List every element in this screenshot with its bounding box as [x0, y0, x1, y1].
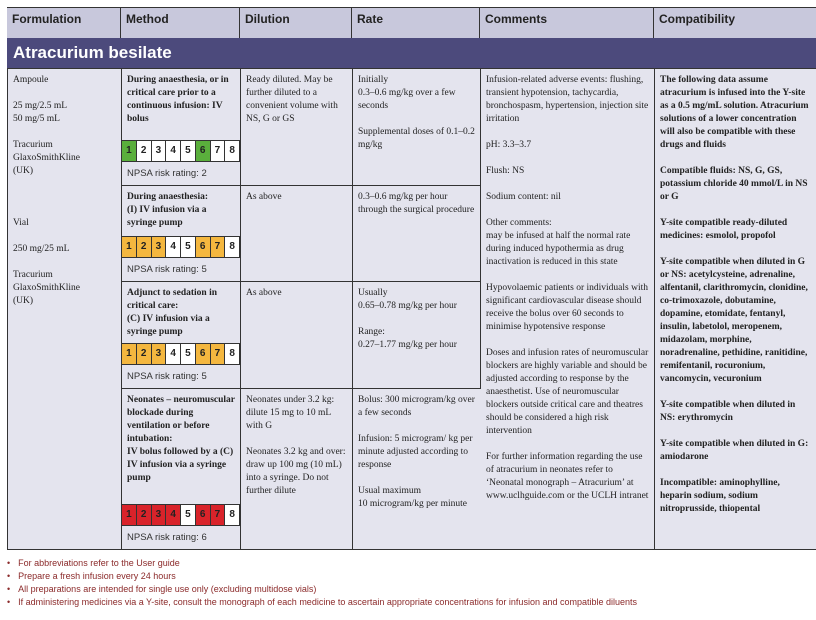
dilution-cell: As above	[241, 281, 353, 388]
method-cell: During anaesthesia: (I) IV infusion via …	[122, 185, 241, 281]
table-header: Formulation Method Dilution Rate Comment…	[7, 7, 816, 38]
monograph-table: Formulation Method Dilution Rate Comment…	[7, 7, 816, 550]
footer-note: For abbreviations refer to the User guid…	[7, 557, 637, 570]
risk-box: 4	[166, 344, 181, 364]
risk-box: 1	[122, 141, 137, 161]
method-text: During anaesthesia: (I) IV infusion via …	[127, 192, 209, 228]
risk-box: 7	[210, 237, 226, 257]
risk-box: 6	[195, 505, 211, 525]
risk-box: 5	[181, 141, 196, 161]
npsa-rating: NPSA risk rating: 5	[127, 264, 207, 275]
risk-box: 8	[225, 141, 240, 161]
header-rate: Rate	[352, 8, 480, 38]
risk-box: 7	[210, 141, 226, 161]
risk-box: 8	[225, 505, 240, 525]
npsa-rating: NPSA risk rating: 2	[127, 168, 207, 179]
header-compatibility: Compatibility	[659, 12, 736, 26]
rate-cell: 0.3–0.6 mg/kg per hour through the surgi…	[353, 185, 481, 281]
rate-cell: Usually 0.65–0.78 mg/kg per hour Range: …	[353, 281, 481, 388]
dilution-cell: As above	[241, 185, 353, 281]
header-method: Method	[121, 8, 240, 38]
npsa-rating: NPSA risk rating: 5	[127, 371, 207, 382]
table-body: Ampoule 25 mg/2.5 mL 50 mg/5 mL Tracuriu…	[7, 68, 816, 550]
method-cell: During anaesthesia, or in critical care …	[122, 68, 241, 185]
header-comments: Comments	[480, 8, 654, 38]
footer-note: Prepare a fresh infusion every 24 hours	[7, 570, 637, 583]
risk-box: 3	[151, 344, 167, 364]
risk-box: 4	[166, 505, 181, 525]
risk-box: 1	[122, 237, 137, 257]
risk-box: 8	[225, 237, 240, 257]
method-text: During anaesthesia, or in critical care …	[127, 75, 229, 124]
risk-box: 3	[151, 141, 167, 161]
risk-box: 2	[136, 237, 152, 257]
risk-box: 1	[122, 505, 137, 525]
risk-box: 2	[136, 505, 152, 525]
risk-box: 3	[151, 505, 167, 525]
compatibility-cell: The following data assume atracurium is …	[655, 68, 816, 549]
method-cell: Adjunct to sedation in critical care: (C…	[122, 281, 241, 388]
risk-box: 5	[181, 505, 196, 525]
header-formulation: Formulation	[7, 8, 121, 38]
dilution-cell: Neonates under 3.2 kg: dilute 15 mg to 1…	[241, 388, 353, 549]
formulation-cell: Ampoule 25 mg/2.5 mL 50 mg/5 mL Tracuriu…	[8, 68, 122, 549]
risk-box: 3	[151, 237, 167, 257]
risk-box: 4	[166, 237, 181, 257]
risk-box: 2	[136, 344, 152, 364]
method-cell: Neonates – neuromuscular blockade during…	[122, 388, 241, 549]
risk-box: 5	[181, 344, 196, 364]
risk-box: 6	[195, 237, 211, 257]
dilution-cell: Ready diluted. May be further diluted to…	[241, 68, 353, 185]
rate-cell: Bolus: 300 microgram/kg over a few secon…	[353, 388, 481, 549]
npsa-rating: NPSA risk rating: 6	[127, 532, 207, 543]
risk-box: 6	[195, 141, 211, 161]
drug-title: Atracurium besilate	[7, 38, 816, 68]
risk-box: 1	[122, 344, 137, 364]
risk-box: 5	[181, 237, 196, 257]
risk-box: 4	[166, 141, 181, 161]
comments-cell: Infusion-related adverse events: flushin…	[481, 68, 655, 549]
risk-box: 2	[136, 141, 152, 161]
header-dilution: Dilution	[240, 8, 352, 38]
method-text: Adjunct to sedation in critical care: (C…	[127, 288, 217, 337]
footer-note: If administering medicines via a Y-site,…	[7, 596, 637, 609]
footer-note: All preparations are intended for single…	[7, 583, 637, 596]
method-text: Neonates – neuromuscular blockade during…	[127, 395, 235, 483]
risk-box: 6	[195, 344, 211, 364]
rate-cell: Initially 0.3–0.6 mg/kg over a few secon…	[353, 68, 481, 185]
footer-notes: For abbreviations refer to the User guid…	[7, 557, 637, 609]
risk-box: 7	[210, 505, 226, 525]
risk-box: 8	[225, 344, 240, 364]
risk-box: 7	[210, 344, 226, 364]
